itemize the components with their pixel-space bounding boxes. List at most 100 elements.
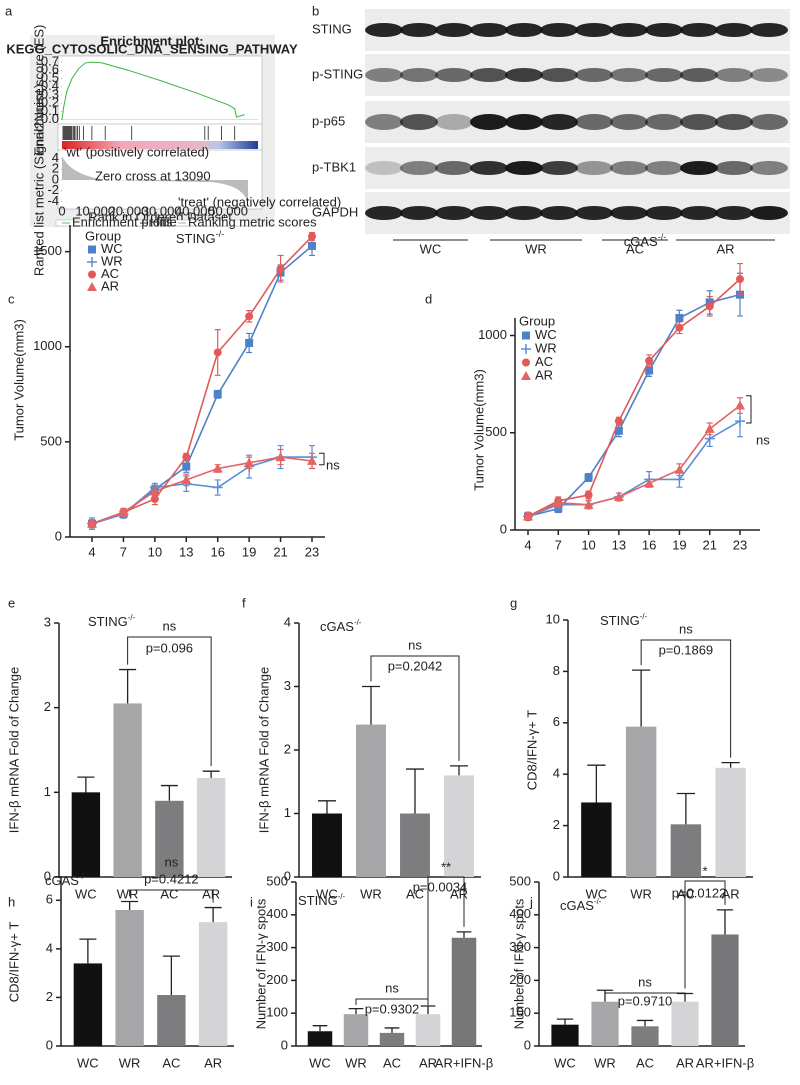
annotation: p=0.9710 <box>618 993 673 1008</box>
y2-tick-label: 2 <box>52 161 59 176</box>
blot-band <box>750 206 788 220</box>
bar <box>115 910 144 1046</box>
x-tick-label: WC <box>554 1055 576 1070</box>
rank-bar <box>62 141 258 149</box>
error-bar <box>119 668 137 704</box>
legend-label: Enrichment profile <box>72 214 177 229</box>
marker <box>244 457 255 467</box>
x-tick-label: 21 <box>702 537 716 552</box>
blot-band <box>470 161 508 175</box>
marker <box>213 348 222 357</box>
x-tick-label: AR <box>676 1055 694 1070</box>
bar <box>711 934 739 1046</box>
error-bar <box>721 761 740 768</box>
error-bar <box>587 764 606 803</box>
panel-letter: g <box>510 595 517 610</box>
x-tick-label: WR <box>117 886 139 901</box>
blot-band <box>505 23 543 37</box>
blot-band <box>540 161 578 175</box>
blot-band <box>680 68 718 82</box>
bar <box>312 813 342 877</box>
y-tick-label: 0.7 <box>41 54 59 69</box>
chart-title: cGAS-/- <box>624 232 667 249</box>
marker <box>645 356 654 365</box>
y-tick-label: 0 <box>524 1037 531 1052</box>
group-label: WR <box>525 241 547 256</box>
x-tick-label: 13 <box>612 537 626 552</box>
y-tick-label: 100 <box>266 1005 288 1020</box>
blot-band <box>680 161 718 175</box>
marker <box>308 232 316 241</box>
x-tick-label: WR <box>119 1055 141 1070</box>
blot-band <box>400 68 438 82</box>
y-tick-label: 3 <box>44 614 51 629</box>
error-bar <box>204 906 222 923</box>
legend-marker <box>87 282 97 291</box>
x-tick-label: WR <box>345 1055 367 1070</box>
y-tick-label: 2 <box>46 989 53 1004</box>
x-tick-label: WR <box>630 886 652 901</box>
x-tick-label: AR <box>722 886 740 901</box>
annotation: p=0.096 <box>146 640 193 655</box>
annotation: 'treat' (negatively correlated) <box>178 194 341 209</box>
y-tick-label: 2 <box>553 817 560 832</box>
y-tick-label: 0.6 <box>41 62 59 77</box>
annotation: 'wt' (positively correlated) <box>64 144 209 159</box>
marker <box>553 497 564 507</box>
y-tick-label: 0.3 <box>41 86 59 101</box>
x-tick-label: 20,000 <box>109 203 149 218</box>
marker <box>584 490 593 499</box>
blot-band <box>750 161 788 175</box>
blot-band <box>575 114 613 130</box>
y-tick-label: 1500 <box>33 243 62 258</box>
blot-band <box>715 161 753 175</box>
blot-band <box>645 68 683 82</box>
marker <box>614 426 623 435</box>
panel-letter: f <box>242 595 246 610</box>
y-tick-label: 300 <box>266 939 288 954</box>
blot-band <box>435 206 473 220</box>
y-axis-label: IFN-β mRNA Fold of Change <box>6 667 21 833</box>
y-tick-label: 0 <box>55 528 62 543</box>
y2-tick-label: 4 <box>52 150 59 165</box>
blot-band <box>365 68 403 82</box>
y-tick-label: 1 <box>284 805 291 820</box>
blot-band <box>575 206 613 220</box>
blot-band <box>435 23 473 37</box>
blot-band <box>575 23 613 37</box>
title-superscript: -/- <box>658 232 667 242</box>
y-tick-label: 0 <box>281 1037 288 1052</box>
y-tick-label: 2 <box>284 741 291 756</box>
y2-tick-label: -2 <box>47 182 59 197</box>
marker <box>523 511 533 521</box>
legend-label: AR <box>535 367 553 382</box>
group-label: AC <box>626 241 644 256</box>
chart-title: STING-/- <box>298 892 345 908</box>
legend-title: Group <box>85 228 121 243</box>
blot-band <box>680 23 718 37</box>
x-tick-label: 4 <box>524 537 531 552</box>
marker <box>182 453 191 462</box>
x-tick-label: AC <box>677 886 695 901</box>
marker <box>674 464 685 474</box>
blot-row-label: STING <box>312 21 352 36</box>
y-tick-label: 0 <box>284 868 291 883</box>
annotation: ns <box>756 432 770 447</box>
panel-letter: h <box>8 894 15 909</box>
y-tick-label: 6 <box>553 714 560 729</box>
x-tick-label: 10 <box>581 537 595 552</box>
marker <box>735 416 745 427</box>
y-tick-label: 4 <box>284 614 291 629</box>
bar <box>379 1032 405 1046</box>
blot-band <box>540 68 578 82</box>
metric-area <box>62 155 249 205</box>
y-tick-label: 2 <box>44 699 51 714</box>
chart-title: cGAS-/- <box>45 872 87 888</box>
error-bar <box>362 685 380 725</box>
y-tick-label: 10 <box>546 611 560 626</box>
x-tick-label: 50,000 <box>208 203 248 218</box>
bracket <box>129 889 214 903</box>
x-tick-label: AR <box>202 886 220 901</box>
marker <box>213 390 222 399</box>
x-tick-label: WC <box>309 1055 331 1070</box>
